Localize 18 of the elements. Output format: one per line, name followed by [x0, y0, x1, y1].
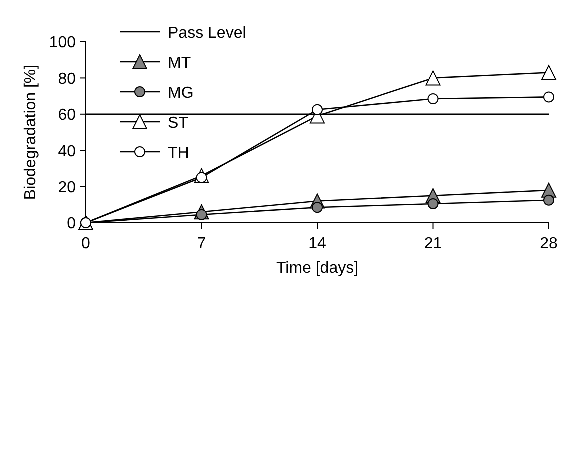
legend-label: Pass Level [168, 25, 246, 42]
y-tick-label: 100 [49, 34, 76, 52]
x-axis-title: Time [days] [276, 260, 359, 277]
legend-label: ST [168, 115, 189, 132]
legend-label: MG [168, 85, 194, 102]
legend-label: TH [168, 145, 190, 162]
y-tick-label: 60 [58, 107, 76, 124]
y-axis-title: Biodegradation [%] [22, 64, 40, 200]
y-tick-label: 40 [58, 143, 76, 160]
x-tick-label: 0 [82, 235, 91, 252]
legend-label: MT [168, 55, 192, 72]
x-tick-label: 7 [197, 235, 206, 252]
y-tick-label: 80 [58, 70, 76, 88]
x-tick-label: 14 [308, 235, 326, 252]
y-tick-label: 0 [67, 216, 76, 233]
x-tick-label: 21 [424, 235, 442, 252]
x-tick-label: 28 [540, 235, 558, 252]
y-tick-label: 20 [58, 179, 76, 196]
